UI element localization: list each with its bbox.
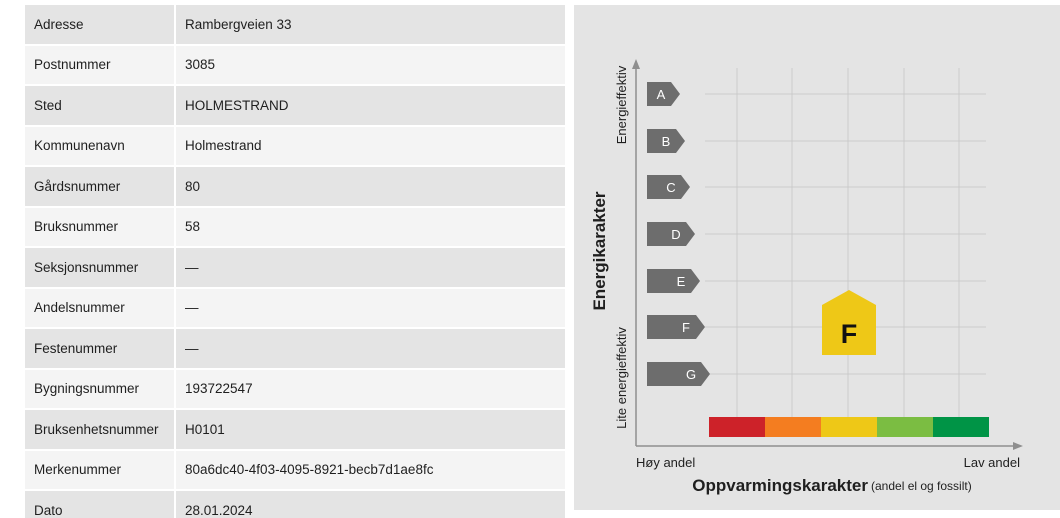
energy-grade-letter: E: [677, 274, 686, 289]
info-value: HOLMESTRAND: [176, 86, 565, 127]
energy-grade-letter: B: [662, 134, 671, 149]
info-label: Adresse: [25, 5, 176, 46]
info-label: Festenummer: [25, 329, 176, 370]
heating-scale-segment: [821, 417, 877, 437]
info-row: Bruksnummer 58: [25, 207, 565, 248]
info-label: Gårdsnummer: [25, 167, 176, 208]
info-label: Sted: [25, 86, 176, 127]
info-label: Bygningsnummer: [25, 369, 176, 410]
heating-scale-segment: [877, 417, 933, 437]
info-row: Gårdsnummer 80: [25, 167, 565, 208]
info-row: Postnummer 3085: [25, 45, 565, 86]
info-value: H0101: [176, 410, 565, 451]
y-axis-arrow: [632, 59, 640, 69]
y-axis-title: Energikarakter: [590, 191, 609, 310]
info-row: Adresse Rambergveien 33: [25, 5, 565, 46]
energy-grade-letter: A: [657, 87, 666, 102]
energy-grade-letter: G: [686, 367, 696, 382]
info-row: Sted HOLMESTRAND: [25, 86, 565, 127]
property-info-table: Adresse Rambergveien 33 Postnummer 3085 Sted…: [25, 5, 565, 518]
x-axis-subtitle: (andel el og fossilt): [871, 479, 972, 493]
energy-grade-arrow-f: [647, 315, 705, 339]
energy-grade-letter: C: [666, 180, 675, 195]
x-right-label: Lav andel: [964, 455, 1020, 470]
info-row: Andelsnummer —: [25, 288, 565, 329]
info-value: 80a6dc40-4f03-4095-8921-becb7d1ae8fc: [176, 450, 565, 491]
x-axis-arrow: [1013, 442, 1023, 450]
energy-label-house-icon: [822, 290, 876, 355]
info-row: Kommunenavn Holmestrand: [25, 126, 565, 167]
info-value: 193722547: [176, 369, 565, 410]
info-value: 80: [176, 167, 565, 208]
energy-grade-arrow-d: [647, 222, 695, 246]
heating-scale-segment: [933, 417, 989, 437]
energy-grade-arrow-g: [647, 362, 710, 386]
energy-grade-arrow-b: [647, 129, 685, 153]
x-left-label: Høy andel: [636, 455, 695, 470]
info-row: Seksjonsnummer —: [25, 248, 565, 289]
y-top-label: Energieffektiv: [614, 65, 629, 144]
info-label: Postnummer: [25, 45, 176, 86]
info-value: 28.01.2024: [176, 491, 565, 518]
y-bottom-label: Lite energieffektiv: [614, 327, 629, 429]
heating-scale-segment: [709, 417, 765, 437]
info-value: Holmestrand: [176, 126, 565, 167]
info-value: —: [176, 329, 565, 370]
info-row: Festenummer —: [25, 329, 565, 370]
energy-grade-letter: D: [671, 227, 680, 242]
info-value: 58: [176, 207, 565, 248]
x-axis-title: Oppvarmingskarakter: [692, 476, 868, 495]
info-label: Kommunenavn: [25, 126, 176, 167]
energy-chart-svg: Energieffektiv Energikarakter Lite energie…: [590, 59, 1023, 495]
info-row: Dato 28.01.2024: [25, 491, 565, 518]
info-label: Bruksnummer: [25, 207, 176, 248]
energy-label-chart: Energieffektiv Energikarakter Lite energie…: [574, 5, 1060, 510]
info-label: Merkenummer: [25, 450, 176, 491]
info-row: Bygningsnummer 193722547: [25, 369, 565, 410]
info-value: 3085: [176, 45, 565, 86]
info-row: Bruksenhetsnummer H0101: [25, 410, 565, 451]
info-label: Bruksenhetsnummer: [25, 410, 176, 451]
info-value: —: [176, 248, 565, 289]
energy-grade-arrow-a: [647, 82, 680, 106]
energy-grade-arrow-c: [647, 175, 690, 199]
heating-scale-segment: [765, 417, 821, 437]
info-label: Andelsnummer: [25, 288, 176, 329]
info-row: Merkenummer 80a6dc40-4f03-4095-8921-becb7…: [25, 450, 565, 491]
info-label: Seksjonsnummer: [25, 248, 176, 289]
energy-grade-value: F: [841, 319, 858, 349]
energy-grade-letter: F: [682, 320, 690, 335]
energy-grade-arrow-e: [647, 269, 700, 293]
info-value: Rambergveien 33: [176, 5, 565, 46]
info-value: —: [176, 288, 565, 329]
info-label: Dato: [25, 491, 176, 518]
